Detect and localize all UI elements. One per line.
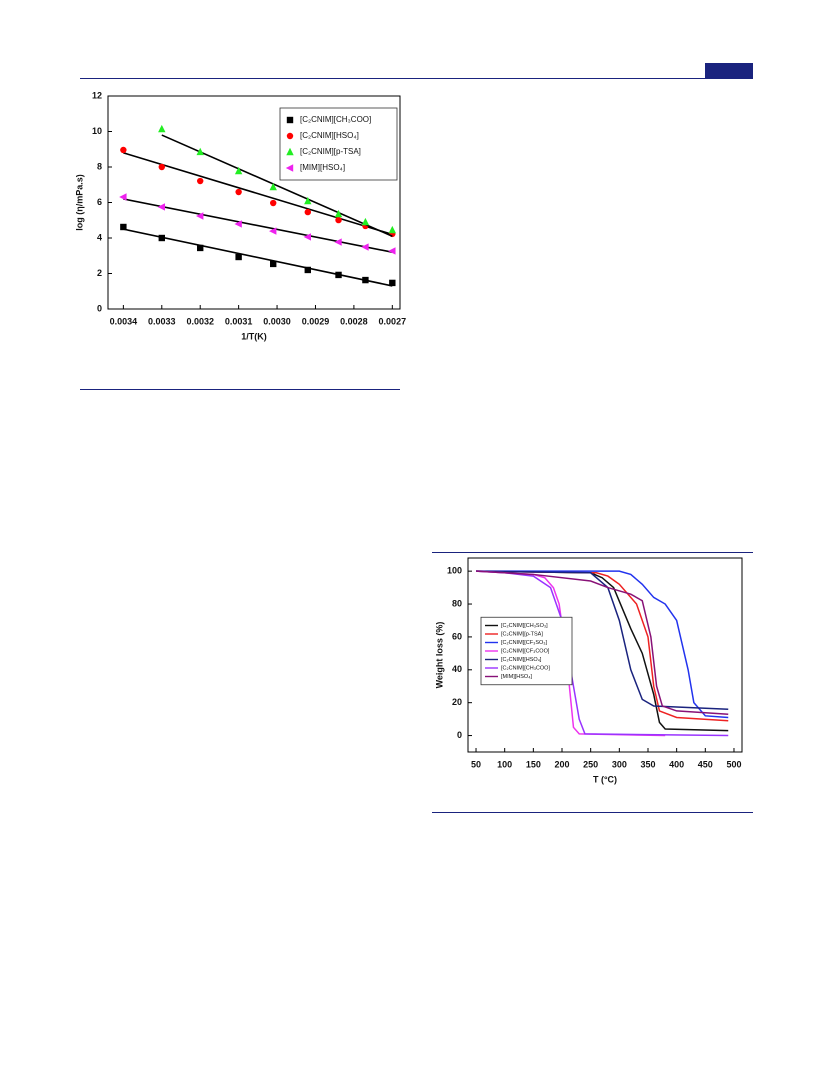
y-axis-label: log (η/mPa.s) xyxy=(74,174,84,231)
data-point xyxy=(303,233,311,241)
data-point xyxy=(196,212,204,220)
data-point xyxy=(269,227,277,235)
fit-line xyxy=(123,228,393,287)
x-tick-label: 100 xyxy=(497,759,512,769)
legend-marker xyxy=(286,147,294,156)
data-point xyxy=(304,266,311,274)
data-point xyxy=(270,199,277,207)
y-tick-label: 20 xyxy=(452,697,462,707)
legend-box xyxy=(279,107,398,181)
data-point xyxy=(235,253,242,261)
data-point xyxy=(334,238,342,246)
legend-label: [C₂CNIM][p-TSA] xyxy=(300,147,361,156)
x-tick-label: 0.0030 xyxy=(263,316,291,326)
legend-label: [C₂CNIM][CF₃SO₃] xyxy=(501,640,548,646)
y-axis-label: Weight loss (%) xyxy=(434,622,444,689)
data-point xyxy=(158,234,165,242)
legend-label: [C₂CNIM][HSO₄] xyxy=(300,131,359,140)
data-point xyxy=(388,225,397,234)
x-tick-label: 0.0028 xyxy=(340,316,368,326)
data-point xyxy=(304,208,311,216)
y-tick-label: 100 xyxy=(447,566,462,576)
legend-marker xyxy=(285,164,294,172)
x-axis-label: T (°C) xyxy=(593,774,617,784)
x-tick-label: 400 xyxy=(669,759,684,769)
data-point xyxy=(388,247,396,255)
fit-line xyxy=(123,198,393,253)
data-point xyxy=(270,260,277,268)
legend-label: [C₂CNIM][CH₃COO] xyxy=(300,115,371,124)
x-tick-label: 0.0027 xyxy=(379,316,407,326)
data-line xyxy=(475,570,729,715)
y-tick-label: 8 xyxy=(97,161,102,171)
data-line xyxy=(476,570,729,722)
data-point xyxy=(158,124,166,133)
data-line xyxy=(476,570,729,710)
y-tick-label: 60 xyxy=(452,631,462,641)
y-tick-label: 40 xyxy=(452,664,462,674)
y-tick-label: 80 xyxy=(452,598,462,608)
data-point xyxy=(335,216,342,224)
data-point xyxy=(197,177,204,185)
data-line xyxy=(476,570,729,732)
data-point xyxy=(196,147,204,156)
y-tick-label: 2 xyxy=(97,268,102,278)
y-tick-label: 6 xyxy=(97,197,102,207)
data-point xyxy=(304,196,312,205)
y-tick-label: 10 xyxy=(92,126,102,136)
data-point xyxy=(389,279,396,287)
data-point xyxy=(362,276,369,284)
data-point xyxy=(334,209,343,218)
x-axis-label: 1/T(K) xyxy=(241,331,267,341)
x-tick-label: 0.0031 xyxy=(225,316,253,326)
x-tick-label: 250 xyxy=(583,759,598,769)
data-point xyxy=(119,193,127,201)
data-point xyxy=(158,163,165,171)
fit-line xyxy=(123,152,393,236)
y-tick-label: 0 xyxy=(457,730,462,740)
x-tick-label: 0.0029 xyxy=(302,316,330,326)
legend-marker xyxy=(286,132,294,140)
legend-label: [C₂CNIM][CH₃SO₃] xyxy=(501,623,548,629)
y-tick-label: 0 xyxy=(97,303,102,313)
x-tick-label: 350 xyxy=(640,759,655,769)
data-point xyxy=(197,244,204,252)
y-tick-label: 4 xyxy=(97,232,102,242)
x-tick-label: 200 xyxy=(554,759,569,769)
data-point xyxy=(269,182,277,191)
x-tick-label: 500 xyxy=(726,759,741,769)
data-line xyxy=(476,570,729,719)
data-point xyxy=(361,217,370,226)
x-tick-label: 150 xyxy=(526,759,541,769)
legend-label: [C₂CNIM][p-TSA] xyxy=(501,631,543,637)
header-tab xyxy=(705,63,753,78)
x-tick-label: 300 xyxy=(612,759,627,769)
data-point xyxy=(235,188,242,196)
x-tick-label: 0.0032 xyxy=(186,316,214,326)
legend-label: [C₂CNIM][CH₃COO] xyxy=(501,665,550,671)
data-point xyxy=(234,166,243,175)
plot-frame xyxy=(467,557,743,753)
legend-label: [MIM][HSO₄] xyxy=(300,163,345,172)
data-point xyxy=(335,271,342,279)
data-point xyxy=(361,243,369,251)
data-point xyxy=(234,220,242,228)
legend-marker xyxy=(286,116,294,124)
x-tick-label: 50 xyxy=(471,759,481,769)
data-point xyxy=(120,223,127,231)
x-tick-label: 0.0034 xyxy=(110,316,138,326)
legend-label: [C₂CNIM][HSO₄] xyxy=(501,657,542,663)
x-tick-label: 450 xyxy=(698,759,713,769)
y-tick-label: 12 xyxy=(92,90,102,100)
data-point xyxy=(157,203,165,211)
data-point xyxy=(120,146,127,154)
legend-label: [C₂CNIM][CF₃COO] xyxy=(501,648,550,654)
legend-label: [MIM][HSO₄] xyxy=(501,674,532,680)
x-tick-label: 0.0033 xyxy=(148,316,176,326)
